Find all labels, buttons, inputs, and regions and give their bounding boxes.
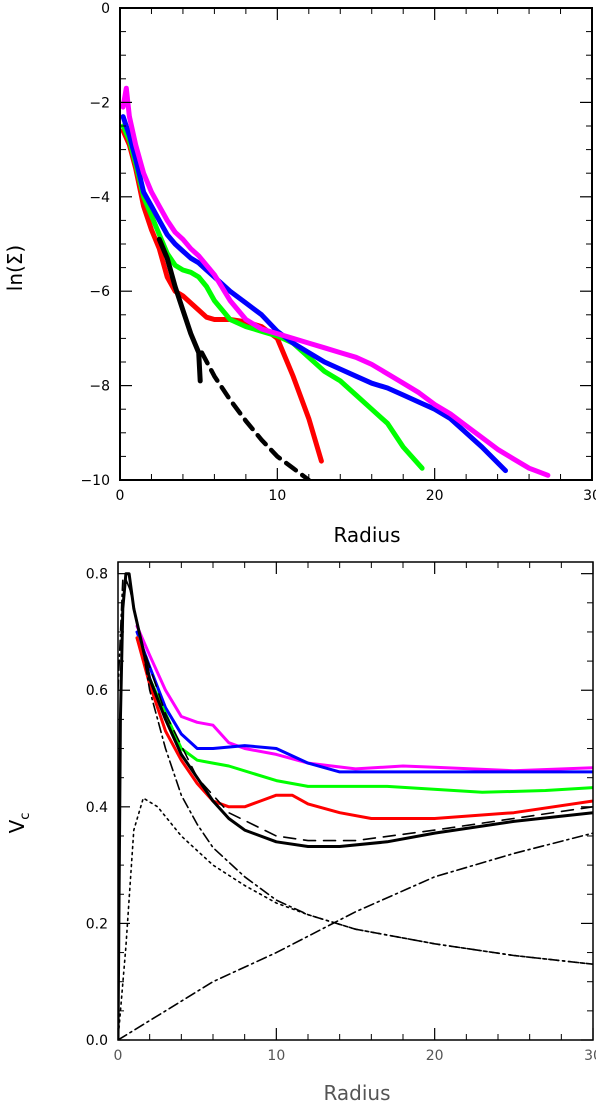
rotation-curve-ytick-label: 0.6 [86, 683, 108, 699]
surface-density-series-6-line [199, 350, 312, 480]
surface-density-y-axis-label: ln(Σ) [3, 245, 27, 291]
rotation-curve-curves [118, 572, 593, 1040]
rotation-curve-series-5-line [118, 572, 593, 1040]
rotation-curve-ytick-label: 0.8 [86, 567, 108, 583]
surface-density-series-4-line [120, 85, 551, 478]
rotation-curve-xtick-label: 30 [584, 1048, 596, 1064]
surface-density-series-1-line [120, 128, 324, 464]
rotation-curve-ytick-label: 0.4 [86, 800, 108, 816]
rotation-curve-series-9-line [118, 832, 593, 1040]
rotation-curve-xtick-label: 20 [426, 1048, 444, 1064]
surface-density-series-2-line [120, 123, 425, 471]
rotation-curve-series-6-line [118, 578, 593, 1040]
rotation-curve-xtick-label: 10 [267, 1048, 285, 1064]
surface-density-ytick-label: −6 [89, 284, 110, 300]
rotation-curve-ticks: 0 10 20 30 0.0 0.2 0.4 0.6 0.8 [86, 562, 596, 1064]
rotation-curve-series-7-line [118, 797, 593, 1040]
surface-density-plot-frame [119, 7, 593, 481]
surface-density-curves [120, 85, 551, 480]
rotation-curve-series-8-line [118, 578, 593, 965]
surface-density-series-5-line [156, 236, 203, 384]
rotation-curve-series-4-line [135, 636, 593, 820]
rotation-curve-series-2-line [135, 630, 593, 774]
rotation-curve-y-axis-label-sub: c [18, 813, 33, 820]
rotation-curve-ytick-label: 0.0 [86, 1033, 108, 1049]
surface-density-ytick-label: 0 [101, 1, 110, 17]
surface-density-ytick-label: −4 [89, 190, 110, 206]
rotation-curve-y-axis-label: Vc [5, 813, 33, 834]
rotation-curve-series-1-line [135, 624, 593, 773]
rotation-curve-y-axis-label-main: V [5, 819, 29, 833]
surface-density-ytick-label: −8 [89, 379, 110, 395]
surface-density-series-3-line [120, 114, 508, 474]
rotation-curve-x-axis-label: Radius [323, 1081, 390, 1105]
surface-density-x-axis-label: Radius [333, 523, 400, 547]
rotation-curve-xtick-label: 0 [114, 1048, 123, 1064]
rotation-curve-plot-frame [117, 561, 594, 1041]
surface-density-ytick-label: −2 [89, 95, 110, 111]
surface-density-xtick-label: 0 [116, 488, 125, 504]
surface-density-panel: 0 10 20 30 0 −2 −4 −6 −8 −10 Radius ln(Σ) [3, 1, 596, 547]
surface-density-xtick-label: 20 [426, 488, 444, 504]
surface-density-xtick-label: 30 [583, 488, 596, 504]
rotation-curve-ytick-label: 0.2 [86, 916, 108, 932]
surface-density-ytick-label: −10 [80, 473, 110, 489]
surface-density-ticks: 0 10 20 30 0 −2 −4 −6 −8 −10 [80, 1, 596, 504]
surface-density-xtick-label: 10 [268, 488, 286, 504]
rotation-curve-panel: 0 10 20 30 0.0 0.2 0.4 0.6 0.8 Radius Vc [5, 561, 596, 1105]
